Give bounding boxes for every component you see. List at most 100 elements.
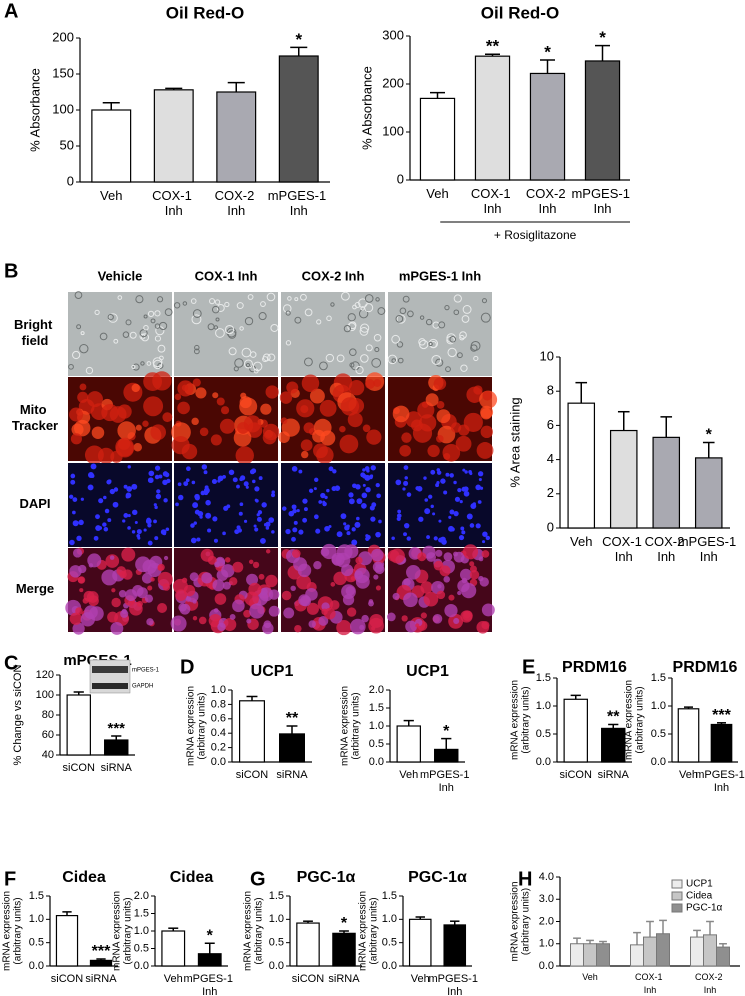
micrograph xyxy=(173,292,279,376)
cell xyxy=(192,615,198,621)
cell xyxy=(198,616,207,625)
cell xyxy=(278,431,290,443)
cell xyxy=(68,363,74,370)
bar xyxy=(396,725,421,763)
nucleus xyxy=(448,525,454,532)
cell xyxy=(212,579,225,592)
cell xyxy=(470,344,478,352)
nucleus xyxy=(131,483,138,490)
y-tick-label: 1.0 xyxy=(369,720,384,732)
blot-label: mPGES-1 xyxy=(132,668,160,674)
cell xyxy=(361,614,369,623)
nucleus xyxy=(245,485,249,489)
y-tick-label: 0.5 xyxy=(651,728,666,740)
significance-marker: ** xyxy=(607,709,620,726)
cell xyxy=(427,444,440,458)
cell xyxy=(360,323,370,333)
nucleus xyxy=(137,536,141,540)
nucleus xyxy=(291,504,297,510)
cell xyxy=(342,594,355,606)
nucleus xyxy=(477,500,482,504)
chart-title: PRDM16 xyxy=(562,659,627,676)
nucleus xyxy=(165,527,170,532)
y-tick-label: 1.5 xyxy=(651,672,666,684)
cell xyxy=(174,393,182,401)
y-axis-label: mRNA expression xyxy=(340,686,351,766)
cell xyxy=(308,620,316,628)
nucleus xyxy=(147,540,153,546)
bar xyxy=(278,55,319,183)
significance-marker: *** xyxy=(107,720,125,737)
micrograph xyxy=(281,291,386,376)
cell xyxy=(142,420,149,427)
cell xyxy=(313,560,322,570)
cell xyxy=(99,332,108,341)
cell xyxy=(285,310,291,316)
cell xyxy=(120,609,129,618)
cell xyxy=(192,309,202,318)
nucleus xyxy=(426,535,430,539)
bar xyxy=(652,436,681,529)
row-label: DAPI xyxy=(19,496,50,511)
y-tick-label: 1.0 xyxy=(269,913,284,925)
cell xyxy=(152,357,163,368)
cell xyxy=(453,617,460,625)
cell xyxy=(297,563,312,578)
cell xyxy=(246,573,259,586)
nucleus xyxy=(477,471,484,477)
cell xyxy=(407,310,414,318)
nucleus xyxy=(365,534,369,538)
nucleus xyxy=(252,479,256,484)
y-axis-label: (arbitrary units) xyxy=(521,888,532,955)
cell xyxy=(260,587,268,596)
nucleus xyxy=(95,525,102,532)
cell xyxy=(113,338,119,344)
y-tick-label: 1.5 xyxy=(29,890,44,902)
nucleus xyxy=(346,524,350,528)
bar xyxy=(474,55,511,181)
y-tick-label: 4 xyxy=(547,451,554,466)
nucleus xyxy=(123,484,128,489)
nucleus xyxy=(78,519,84,526)
y-axis-label: mRNA expression xyxy=(112,891,123,971)
cell xyxy=(248,559,254,565)
cell xyxy=(249,603,265,619)
nucleus xyxy=(454,496,461,502)
cell xyxy=(234,358,244,368)
cell xyxy=(143,324,149,331)
cell xyxy=(336,619,352,636)
significance-marker: *** xyxy=(92,943,111,960)
bar xyxy=(104,739,129,756)
cell xyxy=(143,396,164,417)
cell xyxy=(150,424,166,440)
y-tick-label: 1.5 xyxy=(382,890,397,902)
cell xyxy=(453,551,458,557)
blot-band xyxy=(92,666,128,673)
nucleus xyxy=(348,498,355,505)
nucleus xyxy=(298,529,304,535)
y-tick-label: 50 xyxy=(60,137,74,152)
cell xyxy=(443,576,450,583)
y-tick-label: 300 xyxy=(382,27,404,42)
y-tick-label: 2 xyxy=(547,485,554,500)
cell xyxy=(457,352,463,359)
cell xyxy=(263,620,272,629)
nucleus xyxy=(302,517,308,523)
nucleus xyxy=(433,536,438,541)
nucleus xyxy=(177,494,184,501)
nucleus xyxy=(125,494,130,499)
y-tick-label: 0.2 xyxy=(211,742,226,754)
micrograph xyxy=(171,377,280,465)
cell xyxy=(240,392,247,399)
nucleus xyxy=(461,486,467,492)
cell xyxy=(401,615,408,622)
nucleus xyxy=(366,469,370,473)
cell xyxy=(438,321,446,329)
nucleus xyxy=(72,497,78,502)
y-axis-label: (arbitrary units) xyxy=(351,692,362,759)
nucleus xyxy=(428,494,433,499)
cell xyxy=(410,419,423,432)
nucleus xyxy=(95,514,100,520)
nucleus xyxy=(70,473,76,479)
nucleus xyxy=(254,527,259,532)
